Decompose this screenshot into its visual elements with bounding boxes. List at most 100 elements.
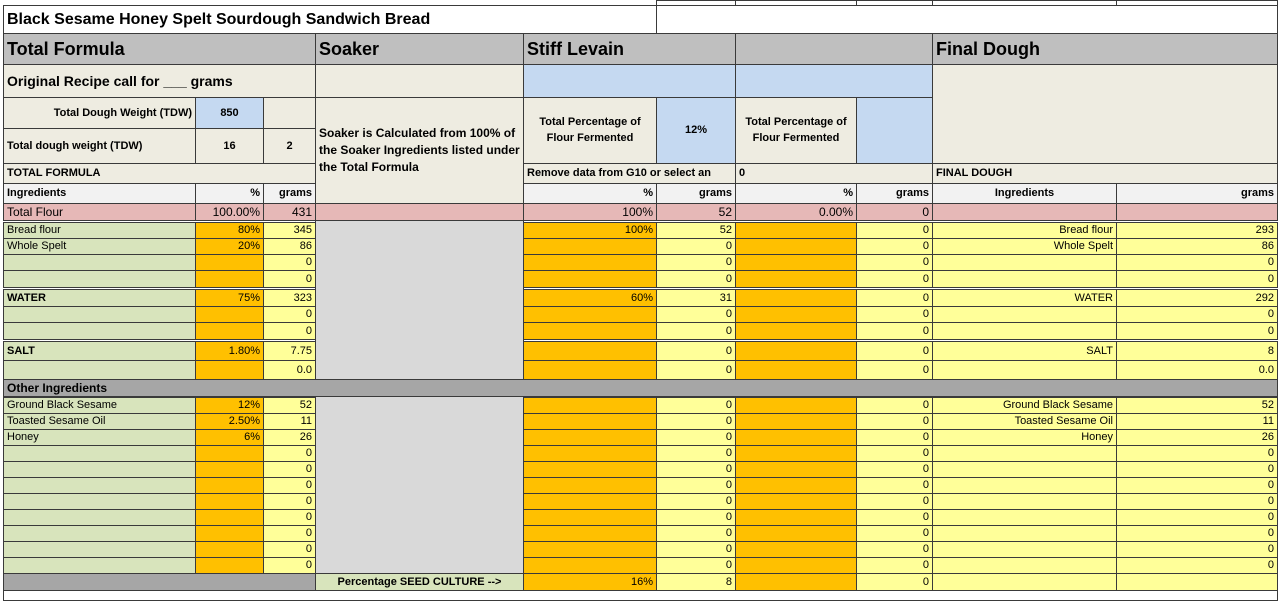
total-flour-cell: 0: [856, 203, 933, 221]
ingredient-cell: 292: [1116, 289, 1278, 307]
ingredient-cell: 86: [1116, 238, 1278, 255]
ingredient-cell: [932, 493, 1117, 510]
levain-note: Remove data from G10 or select an: [523, 163, 736, 184]
ingredient-cell: 52: [263, 397, 316, 414]
ingredient-cell: [3, 322, 196, 340]
ingredient-cell: 0: [656, 270, 736, 288]
ingredient-cell: 0: [263, 557, 316, 574]
ingredient-cell: WATER: [932, 289, 1117, 307]
ingredient-cell: [932, 445, 1117, 462]
ingredient-cell: [195, 525, 264, 542]
ingredient-cell: Ground Black Sesame: [3, 397, 196, 414]
ingredient-cell: 86: [263, 238, 316, 255]
ingredient-cell: [3, 493, 196, 510]
ingredient-cell: [523, 306, 657, 323]
ingredient-cell: 0: [263, 254, 316, 271]
section-label: TOTAL FORMULA: [3, 163, 316, 184]
seed-cell: [735, 573, 857, 591]
ingredient-cell: [523, 413, 657, 430]
ingredient-cell: [523, 322, 657, 340]
ingredient-cell: 52: [656, 222, 736, 239]
tdw-value: 16: [195, 128, 264, 164]
total-flour-cell: 100%: [523, 203, 657, 221]
ingredient-cell: Bread flour: [3, 222, 196, 239]
ingredient-cell: [735, 222, 857, 239]
ingredient-cell: [932, 360, 1117, 380]
ingredient-cell: [195, 461, 264, 478]
ingredient-cell: 6%: [195, 429, 264, 446]
ingredient-cell: Whole Spelt: [932, 238, 1117, 255]
section-label: FINAL DOUGH: [932, 163, 1278, 184]
ingredient-cell: 52: [1116, 397, 1278, 414]
tdw-value: 2: [263, 128, 316, 164]
seed-cell: [932, 573, 1117, 591]
ingredient-cell: [3, 541, 196, 558]
empty-cell: [3, 590, 1278, 601]
ingredient-cell: 75%: [195, 289, 264, 307]
seed-cell: 0: [856, 573, 933, 591]
column-header: %: [195, 183, 264, 204]
ingredient-cell: [195, 493, 264, 510]
total-flour-cell: Total Flour: [3, 203, 196, 221]
ingredient-cell: 0: [856, 254, 933, 271]
ingredient-cell: [523, 341, 657, 361]
ingredient-cell: [735, 238, 857, 255]
tdw-label: Total Dough Weight (TDW): [3, 97, 196, 129]
ingredient-cell: [932, 306, 1117, 323]
ingredient-cell: 0: [656, 541, 736, 558]
ingredient-cell: [195, 306, 264, 323]
ingredient-cell: [523, 557, 657, 574]
soaker-note: Soaker is Calculated from 100% of the So…: [315, 97, 524, 204]
ingredient-cell: [932, 477, 1117, 494]
ingredient-cell: [932, 254, 1117, 271]
ingredient-cell: 0: [656, 397, 736, 414]
ingredient-cell: Bread flour: [932, 222, 1117, 239]
ingredient-cell: [523, 254, 657, 271]
ingredient-cell: 0: [856, 341, 933, 361]
fermented-label: Total Percentage of Flour Fermented: [735, 97, 857, 164]
ingredient-cell: [735, 360, 857, 380]
ingredient-cell: [735, 341, 857, 361]
ingredient-cell: 60%: [523, 289, 657, 307]
ingredient-cell: 0: [656, 238, 736, 255]
section-header: Final Dough: [932, 33, 1278, 65]
ingredient-cell: [195, 557, 264, 574]
ingredient-cell: 0: [263, 477, 316, 494]
ingredient-cell: 0: [856, 289, 933, 307]
ingredient-cell: [523, 493, 657, 510]
fermented-value: 12%: [656, 97, 736, 164]
ingredient-cell: 0: [856, 445, 933, 462]
ingredient-cell: [195, 509, 264, 526]
ingredient-cell: 0: [856, 509, 933, 526]
section-label: Other Ingredients: [3, 379, 1278, 397]
ingredient-cell: 11: [1116, 413, 1278, 430]
ingredient-cell: 0.0: [1116, 360, 1278, 380]
total-flour-cell: [1116, 203, 1278, 221]
ingredient-cell: [3, 360, 196, 380]
ingredient-cell: 0: [656, 306, 736, 323]
ingredient-cell: [735, 445, 857, 462]
seed-cell: [1116, 573, 1278, 591]
column-header: grams: [656, 183, 736, 204]
tdw-value: 850: [195, 97, 264, 129]
ingredient-cell: [932, 525, 1117, 542]
ingredient-cell: 0: [856, 477, 933, 494]
ingredient-cell: [735, 413, 857, 430]
ingredient-cell: Toasted Sesame Oil: [3, 413, 196, 430]
ingredient-cell: 0: [263, 541, 316, 558]
fermented-label: Total Percentage of Flour Fermented: [523, 97, 657, 164]
ingredient-cell: 0: [263, 445, 316, 462]
ingredient-cell: 100%: [523, 222, 657, 239]
ingredient-cell: Whole Spelt: [3, 238, 196, 255]
ingredient-cell: 0: [656, 341, 736, 361]
stage3-note: 0: [735, 163, 933, 184]
ingredient-cell: 2.50%: [195, 413, 264, 430]
ingredient-cell: [195, 270, 264, 288]
ingredient-cell: 0: [1116, 445, 1278, 462]
ingredient-cell: [523, 270, 657, 288]
ingredient-cell: 0: [263, 270, 316, 288]
ingredient-cell: 1.80%: [195, 341, 264, 361]
ingredient-cell: [735, 509, 857, 526]
ingredient-cell: 0: [1116, 477, 1278, 494]
